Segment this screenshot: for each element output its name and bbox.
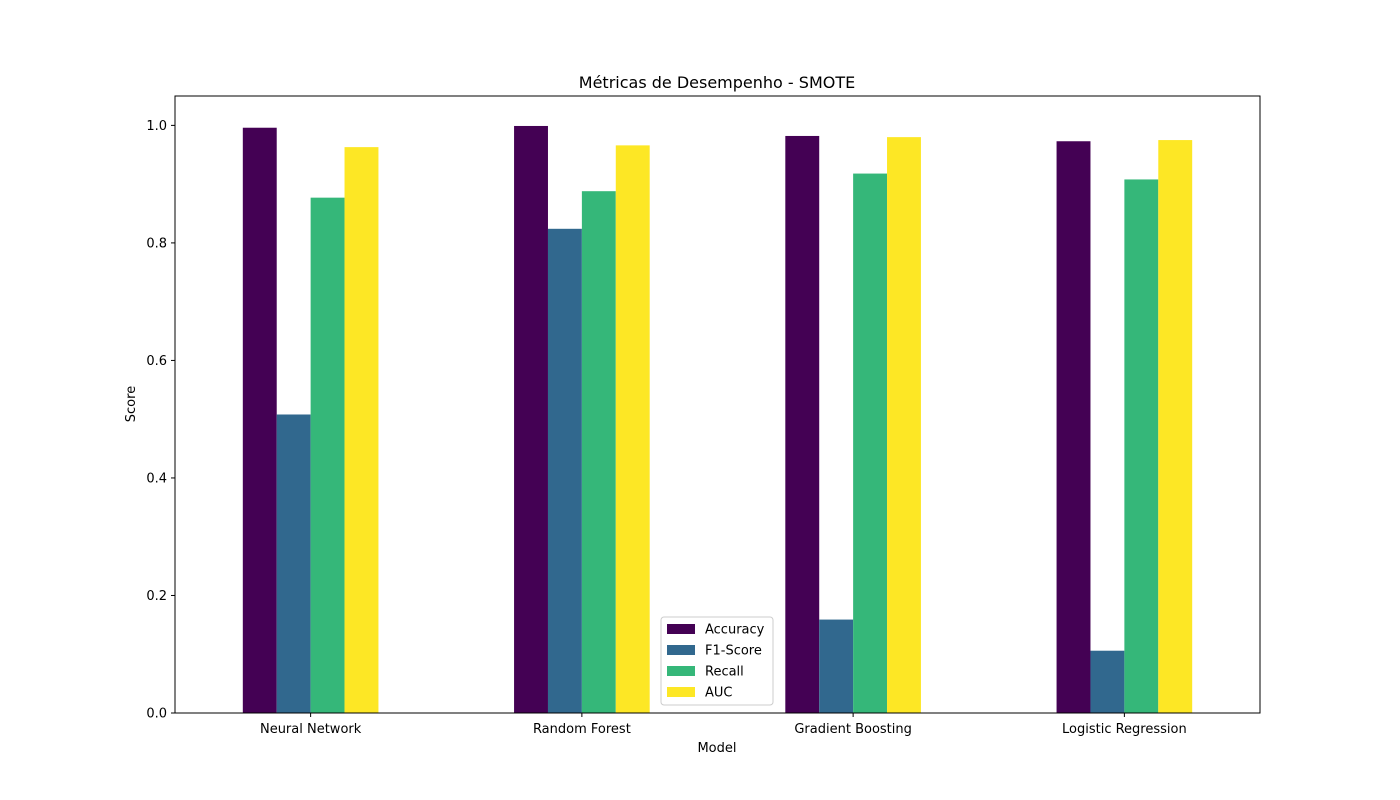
y-axis-label: Score bbox=[124, 386, 139, 422]
chart-title: Métricas de Desempenho - SMOTE bbox=[579, 73, 855, 92]
bar-f1-score-1 bbox=[547, 228, 582, 713]
bars-group bbox=[242, 125, 1193, 714]
legend-label: AUC bbox=[705, 686, 733, 701]
y-tick-label: 0.4 bbox=[146, 471, 167, 486]
legend-swatch bbox=[667, 624, 695, 634]
bar-recall-2 bbox=[853, 173, 888, 713]
x-tick-label: Gradient Boosting bbox=[794, 722, 912, 737]
legend-box bbox=[660, 616, 774, 706]
legend-label: F1-Score bbox=[705, 644, 762, 659]
bar-auc-1 bbox=[615, 145, 650, 714]
bar-accuracy-2 bbox=[785, 135, 820, 713]
plot-frame bbox=[174, 95, 1261, 714]
y-axis: 0.0 0.2 0.4 0.6 0.8 1.0 bbox=[146, 119, 175, 722]
bar-accuracy-1 bbox=[514, 125, 548, 714]
y-tick-label: 0.2 bbox=[146, 589, 167, 604]
y-tick-label: 0.0 bbox=[146, 707, 167, 722]
bar-accuracy-0 bbox=[242, 127, 277, 713]
bar-auc-3 bbox=[1158, 140, 1193, 714]
bar-accuracy-3 bbox=[1056, 141, 1091, 713]
bar-auc-0 bbox=[344, 147, 379, 713]
legend-swatch bbox=[667, 666, 695, 676]
x-axis-label: Model bbox=[697, 741, 736, 756]
legend-swatch bbox=[667, 687, 695, 697]
y-tick-label: 1.0 bbox=[146, 119, 167, 134]
legend: Accuracy F1-Score Recall AUC bbox=[660, 616, 774, 706]
bar-recall-1 bbox=[581, 191, 616, 714]
bar-f1-score-2 bbox=[819, 619, 854, 713]
bar-recall-0 bbox=[310, 197, 345, 714]
legend-swatch bbox=[667, 645, 695, 655]
legend-label: Recall bbox=[705, 665, 744, 680]
legend-label: Accuracy bbox=[705, 623, 765, 638]
bar-auc-2 bbox=[887, 137, 921, 714]
bar-recall-3 bbox=[1124, 179, 1159, 714]
y-tick-label: 0.6 bbox=[146, 354, 167, 369]
y-tick-label: 0.8 bbox=[146, 236, 167, 251]
x-axis: Neural Network Random Forest Gradient Boos… bbox=[260, 713, 1187, 737]
x-tick-label: Neural Network bbox=[260, 722, 362, 737]
x-tick-label: Logistic Regression bbox=[1062, 722, 1187, 737]
x-tick-label: Random Forest bbox=[533, 722, 631, 737]
bar-f1-score-0 bbox=[276, 414, 311, 713]
bar-f1-score-3 bbox=[1090, 650, 1125, 713]
